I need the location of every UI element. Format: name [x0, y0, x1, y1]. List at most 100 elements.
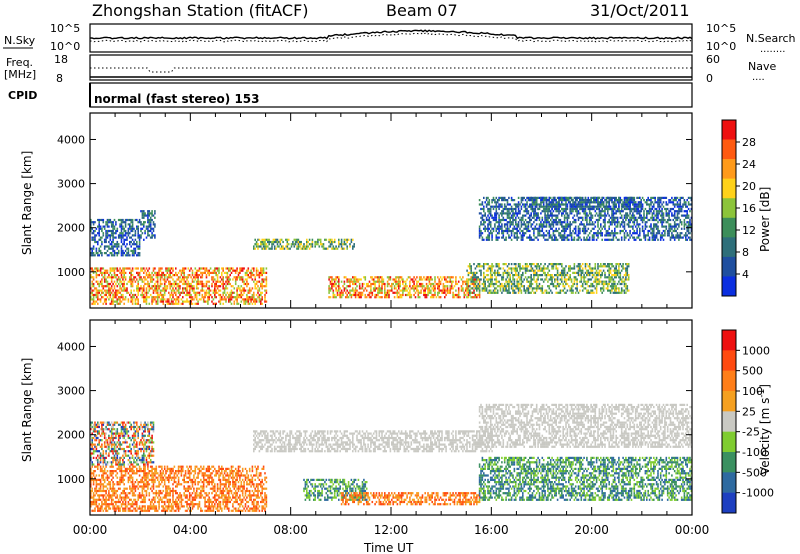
heatmap-cell: [190, 267, 192, 270]
heatmap-cell: [527, 280, 530, 283]
heatmap-cell: [152, 278, 155, 281]
heatmap-cell: [661, 212, 663, 215]
heatmap-cell: [276, 240, 279, 244]
heatmap-cell: [503, 223, 506, 226]
heatmap-cell: [502, 267, 505, 270]
heatmap-cell: [533, 214, 535, 217]
heatmap-cell: [577, 227, 580, 230]
heatmap-cell: [481, 214, 484, 217]
heatmap-cell: [566, 225, 569, 228]
heatmap-cell: [505, 205, 507, 208]
heatmap-cell: [579, 280, 581, 283]
heatmap-cell: [97, 218, 99, 222]
heatmap-cell: [516, 269, 518, 272]
heatmap-cell: [594, 280, 597, 283]
heatmap-cell: [658, 205, 661, 208]
heatmap-cell: [177, 278, 180, 281]
heatmap-cell: [190, 285, 192, 288]
heatmap-cell: [549, 274, 552, 277]
heatmap-cell: [506, 276, 509, 279]
heatmap-cell: [371, 293, 374, 297]
heatmap-cell: [541, 274, 544, 277]
heatmap-cell: [120, 296, 123, 299]
heatmap-cell: [225, 293, 227, 297]
heatmap-cell: [363, 276, 365, 279]
heatmap-cell: [510, 280, 513, 283]
heatmap-cell: [522, 218, 524, 222]
heatmap-cell: [554, 238, 556, 241]
heatmap-cell: [654, 236, 656, 239]
heatmap-cell: [442, 285, 445, 288]
heatmap-cell: [204, 269, 206, 272]
heatmap-cell: [520, 274, 523, 277]
heatmap-cell: [208, 291, 210, 294]
heatmap-cell: [515, 285, 517, 288]
heatmap-cell: [90, 252, 92, 255]
heatmap-cell: [533, 276, 535, 279]
heatmap-cell: [680, 196, 683, 199]
heatmap-cell: [561, 223, 563, 226]
heatmap-cell: [605, 265, 608, 268]
heatmap-cell: [113, 269, 116, 272]
heatmap-cell: [542, 210, 545, 213]
heatmap-cell: [675, 218, 677, 222]
heatmap-cell: [487, 203, 489, 206]
heatmap-cell: [144, 214, 146, 217]
heatmap-cell: [191, 269, 194, 272]
heatmap-cell: [580, 276, 583, 279]
heatmap-cell: [255, 280, 258, 283]
heatmap-cell: [449, 276, 452, 279]
heatmap-cell: [583, 229, 585, 233]
heatmap-cell: [149, 223, 152, 226]
heatmap-cell: [581, 267, 584, 270]
heatmap-cell: [487, 285, 489, 288]
heatmap-cell: [672, 203, 675, 206]
heatmap-cell: [531, 216, 534, 219]
heatmap-cell: [558, 234, 560, 237]
heatmap-cell: [211, 300, 213, 303]
heatmap-cell: [604, 216, 606, 219]
heatmap-cell: [222, 298, 224, 301]
heatmap-cell: [595, 234, 598, 237]
heatmap-cell: [637, 236, 640, 239]
heatmap-cell: [633, 232, 636, 235]
heatmap-cell: [678, 199, 680, 202]
heatmap-cell: [488, 207, 491, 211]
heatmap-cell: [619, 232, 622, 235]
heatmap-cell: [505, 207, 507, 211]
heatmap-cell: [279, 243, 282, 246]
heatmap-cell: [669, 207, 672, 211]
heatmap-cell: [151, 227, 153, 230]
heatmap-cell: [484, 214, 486, 217]
heatmap-cell: [552, 214, 555, 217]
heatmap-cell: [276, 243, 279, 246]
heatmap-cell: [618, 238, 620, 241]
heatmap-cell: [545, 218, 548, 222]
heatmap-cell: [201, 280, 204, 283]
heatmap-cell: [473, 280, 475, 283]
heatmap-cell: [615, 276, 617, 279]
heatmap-cell: [598, 271, 601, 274]
heatmap-cell: [287, 238, 290, 241]
heatmap-cell: [123, 274, 125, 277]
heatmap-cell: [517, 274, 520, 277]
heatmap-cell: [172, 274, 174, 277]
heatmap-cell: [527, 210, 530, 213]
heatmap-cell: [492, 216, 495, 219]
heatmap-cell: [130, 280, 132, 283]
heatmap-cell: [92, 247, 95, 250]
heatmap-cell: [250, 289, 252, 292]
heatmap-cell: [145, 300, 148, 303]
freq-tick-left-top: 18: [54, 53, 68, 66]
heatmap-cell: [462, 287, 464, 290]
heatmap-cell: [225, 298, 227, 301]
heatmap-cell: [653, 236, 655, 239]
heatmap-cell: [140, 269, 142, 272]
heatmap-cell: [537, 287, 539, 290]
heatmap-cell: [117, 249, 120, 252]
heatmap-cell: [158, 296, 160, 299]
heatmap-cell: [597, 207, 599, 211]
heatmap-cell: [501, 276, 503, 279]
heatmap-cell: [370, 285, 372, 288]
heatmap-cell: [561, 214, 563, 217]
